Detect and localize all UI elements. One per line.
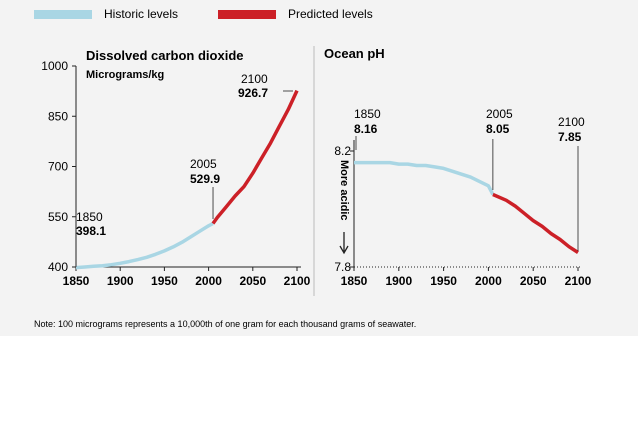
ph-x-tick-label-2000: 2000 xyxy=(475,274,502,288)
ph-annotation-2100-value: 7.85 xyxy=(558,130,582,144)
co2-chart-title: Dissolved carbon dioxide xyxy=(86,48,244,63)
ph-x-tick-label-2100: 2100 xyxy=(565,274,592,288)
figure-background xyxy=(0,0,638,336)
footnote: Note: 100 micrograms represents a 10,000… xyxy=(34,319,416,329)
co2-x-tick-label-1950: 1950 xyxy=(151,274,178,288)
co2-y-tick-label-1000: 1000 xyxy=(41,59,68,73)
ph-x-tick-label-1950: 1950 xyxy=(430,274,457,288)
legend: Historic levels Predicted levels xyxy=(34,7,373,21)
ph-y-tick-label-8.2: 8.2 xyxy=(334,144,351,158)
legend-historic-label: Historic levels xyxy=(104,7,178,21)
co2-y-tick-label-700: 700 xyxy=(48,160,68,174)
co2-chart: Dissolved carbon dioxide Micrograms/kg 1… xyxy=(41,48,310,288)
co2-x-tick-label-1900: 1900 xyxy=(107,274,134,288)
co2-x-tick-label-2050: 2050 xyxy=(239,274,266,288)
ph-chart-title: Ocean pH xyxy=(324,46,385,61)
ph-chart: Ocean pH More acidic 1850 8.16 2005 8.05… xyxy=(324,46,592,288)
legend-predicted-label: Predicted levels xyxy=(288,7,373,21)
legend-historic-swatch xyxy=(34,10,92,19)
co2-y-tick-label-550: 550 xyxy=(48,210,68,224)
more-acidic-arrow-icon xyxy=(339,232,349,255)
ph-annotations: 1850 8.16 2005 8.05 2100 7.85 xyxy=(354,107,585,144)
ph-x-tick-label-1900: 1900 xyxy=(385,274,412,288)
ph-x-tick-label-1850: 1850 xyxy=(341,274,368,288)
ph-annotation-1850-value: 8.16 xyxy=(354,122,378,136)
co2-x-tick-label-2000: 2000 xyxy=(195,274,222,288)
co2-annotation-2100-year: 2100 xyxy=(241,72,268,86)
co2-y-tick-label-400: 400 xyxy=(48,260,68,274)
co2-chart-subtitle: Micrograms/kg xyxy=(86,69,164,81)
co2-annotation-2005-value: 529.9 xyxy=(190,172,220,186)
ph-annotation-2005-value: 8.05 xyxy=(486,122,510,136)
co2-y-tick-label-850: 850 xyxy=(48,109,68,123)
co2-x-tick-label-2100: 2100 xyxy=(284,274,311,288)
co2-x-tick-label-1850: 1850 xyxy=(63,274,90,288)
co2-annotation-1850-year: 1850 xyxy=(76,210,103,224)
co2-annotation-2100-value: 926.7 xyxy=(238,86,268,100)
ph-annotation-1850-year: 1850 xyxy=(354,107,381,121)
co2-annotations: 1850 398.1 2005 529.9 2100 926.7 xyxy=(76,72,268,238)
legend-predicted-swatch xyxy=(218,10,276,19)
ph-axis-label-more-acidic: More acidic xyxy=(338,160,350,221)
ph-annotation-2100-year: 2100 xyxy=(558,115,585,129)
ph-series-historic-line xyxy=(354,160,495,196)
co2-series-predicted-line xyxy=(211,89,299,225)
co2-series-historic-line xyxy=(75,221,214,270)
ph-y-tick-label-7.8: 7.8 xyxy=(334,260,351,274)
ph-x-tick-label-2050: 2050 xyxy=(520,274,547,288)
ph-series-predicted-line xyxy=(492,192,579,254)
co2-annotation-1850-value: 398.1 xyxy=(76,224,106,238)
co2-annotation-2005-year: 2005 xyxy=(190,157,217,171)
ph-annotation-2005-year: 2005 xyxy=(486,107,513,121)
